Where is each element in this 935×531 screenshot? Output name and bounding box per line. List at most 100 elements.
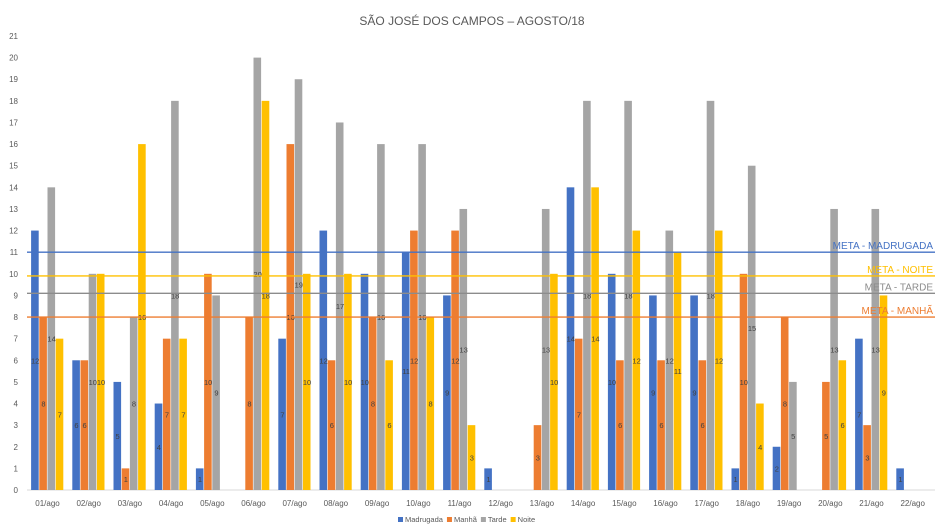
x-tick-label: 09/ago — [365, 499, 390, 508]
y-tick-label: 21 — [9, 32, 18, 41]
x-tick-label: 10/ago — [406, 499, 431, 508]
bar-tarde — [459, 208, 468, 490]
bar-tarde — [335, 122, 344, 490]
data-label: 4 — [157, 443, 161, 452]
bar-noite — [591, 187, 599, 491]
reference-line-label: META - NOITE — [867, 265, 933, 276]
data-label: 3 — [470, 454, 474, 463]
x-tick-label: 19/ago — [777, 499, 802, 508]
bar-tarde — [624, 100, 632, 490]
data-label: 1 — [486, 475, 490, 484]
data-label: 12 — [319, 356, 327, 365]
data-label: 7 — [165, 410, 169, 419]
data-label: 10 — [361, 378, 369, 387]
data-label: 9 — [882, 389, 886, 398]
bar-noite — [261, 100, 270, 490]
bar-tarde — [294, 79, 303, 490]
data-label: 10 — [344, 378, 352, 387]
y-tick-label: 6 — [14, 356, 19, 365]
reference-line-label: META - MADRUGADA — [833, 241, 934, 252]
data-label: 10 — [608, 378, 616, 387]
bar-manh — [780, 317, 789, 490]
bar-noite — [302, 273, 311, 490]
bar-noite — [467, 425, 476, 490]
data-label: 12 — [632, 356, 640, 365]
reference-line-label: META - TARDE — [865, 282, 934, 293]
bar-madrugada — [896, 468, 904, 490]
data-label: 8 — [429, 400, 433, 409]
bar-tarde — [129, 317, 138, 490]
bar-manh — [204, 273, 212, 490]
data-label: 15 — [748, 324, 756, 333]
data-label: 7 — [181, 410, 185, 419]
bar-noite — [96, 273, 105, 490]
bar-madrugada — [31, 230, 39, 491]
y-tick-label: 12 — [9, 227, 18, 236]
bar-noite — [426, 317, 435, 490]
reference-lines-group: META - MADRUGADA META - NOITE META - TARDE… — [27, 241, 935, 318]
data-label: 12 — [410, 356, 418, 365]
legend: Madrugada Manhã Tarde Noite — [398, 515, 535, 524]
data-label: 14 — [567, 335, 575, 344]
data-label: 10 — [97, 378, 105, 387]
bar-madrugada — [154, 403, 163, 490]
x-tick-label: 04/ago — [159, 499, 184, 508]
data-label: 5 — [824, 432, 828, 441]
bar-noite — [550, 273, 558, 490]
data-label: 5 — [791, 432, 795, 441]
x-tick-label: 07/ago — [282, 499, 307, 508]
bar-manh — [245, 317, 253, 490]
bar-manh — [368, 317, 377, 490]
y-tick-label: 19 — [9, 75, 18, 84]
bar-manh — [698, 360, 707, 490]
bar-tarde — [88, 273, 97, 490]
x-tick-label: 12/ago — [488, 499, 513, 508]
x-tick-label: 02/ago — [76, 499, 101, 508]
bar-madrugada — [855, 338, 863, 490]
data-label: 8 — [371, 400, 375, 409]
bar-noite — [879, 295, 888, 490]
data-label: 13 — [830, 345, 838, 354]
x-tick-label: 06/ago — [241, 499, 266, 508]
data-label: 7 — [857, 410, 861, 419]
bar-manh — [410, 230, 418, 491]
data-label: 10 — [740, 378, 748, 387]
data-label: 18 — [171, 291, 179, 300]
bar-madrugada — [401, 252, 410, 490]
data-label: 20 — [253, 270, 261, 279]
bar-madrugada — [772, 446, 781, 490]
legend-swatch — [446, 517, 452, 522]
bar-manh — [327, 360, 336, 490]
x-tick-label: 08/ago — [324, 499, 349, 508]
legend-label: Manhã — [454, 515, 478, 524]
bar-madrugada — [113, 381, 122, 490]
bar-madrugada — [690, 295, 698, 490]
y-tick-label: 13 — [9, 205, 18, 214]
bar-madrugada — [195, 468, 204, 490]
x-tick-label: 22/ago — [900, 499, 925, 508]
data-label: 3 — [536, 454, 540, 463]
x-tick-label: 16/ago — [653, 499, 678, 508]
data-label: 1 — [198, 475, 202, 484]
bar-noite — [632, 230, 641, 491]
x-tick-label: 11/ago — [448, 499, 472, 508]
bar-madrugada — [360, 273, 369, 490]
y-tick-label: 16 — [9, 140, 18, 149]
data-label: 10 — [550, 378, 558, 387]
bar-tarde — [871, 208, 880, 490]
bar-madrugada — [278, 338, 286, 490]
bar-tarde — [747, 165, 756, 490]
data-label: 18 — [624, 291, 632, 300]
data-label: 8 — [132, 400, 136, 409]
bar-madrugada — [649, 295, 657, 490]
bar-manh — [80, 360, 89, 490]
data-label: 6 — [618, 421, 622, 430]
data-label: 11 — [674, 367, 682, 376]
data-label: 12 — [31, 356, 39, 365]
data-label: 5 — [116, 432, 120, 441]
x-tick-label: 03/ago — [118, 499, 143, 508]
bar-madrugada — [484, 468, 492, 490]
bar-madrugada — [566, 187, 575, 491]
bar-tarde — [830, 208, 838, 490]
